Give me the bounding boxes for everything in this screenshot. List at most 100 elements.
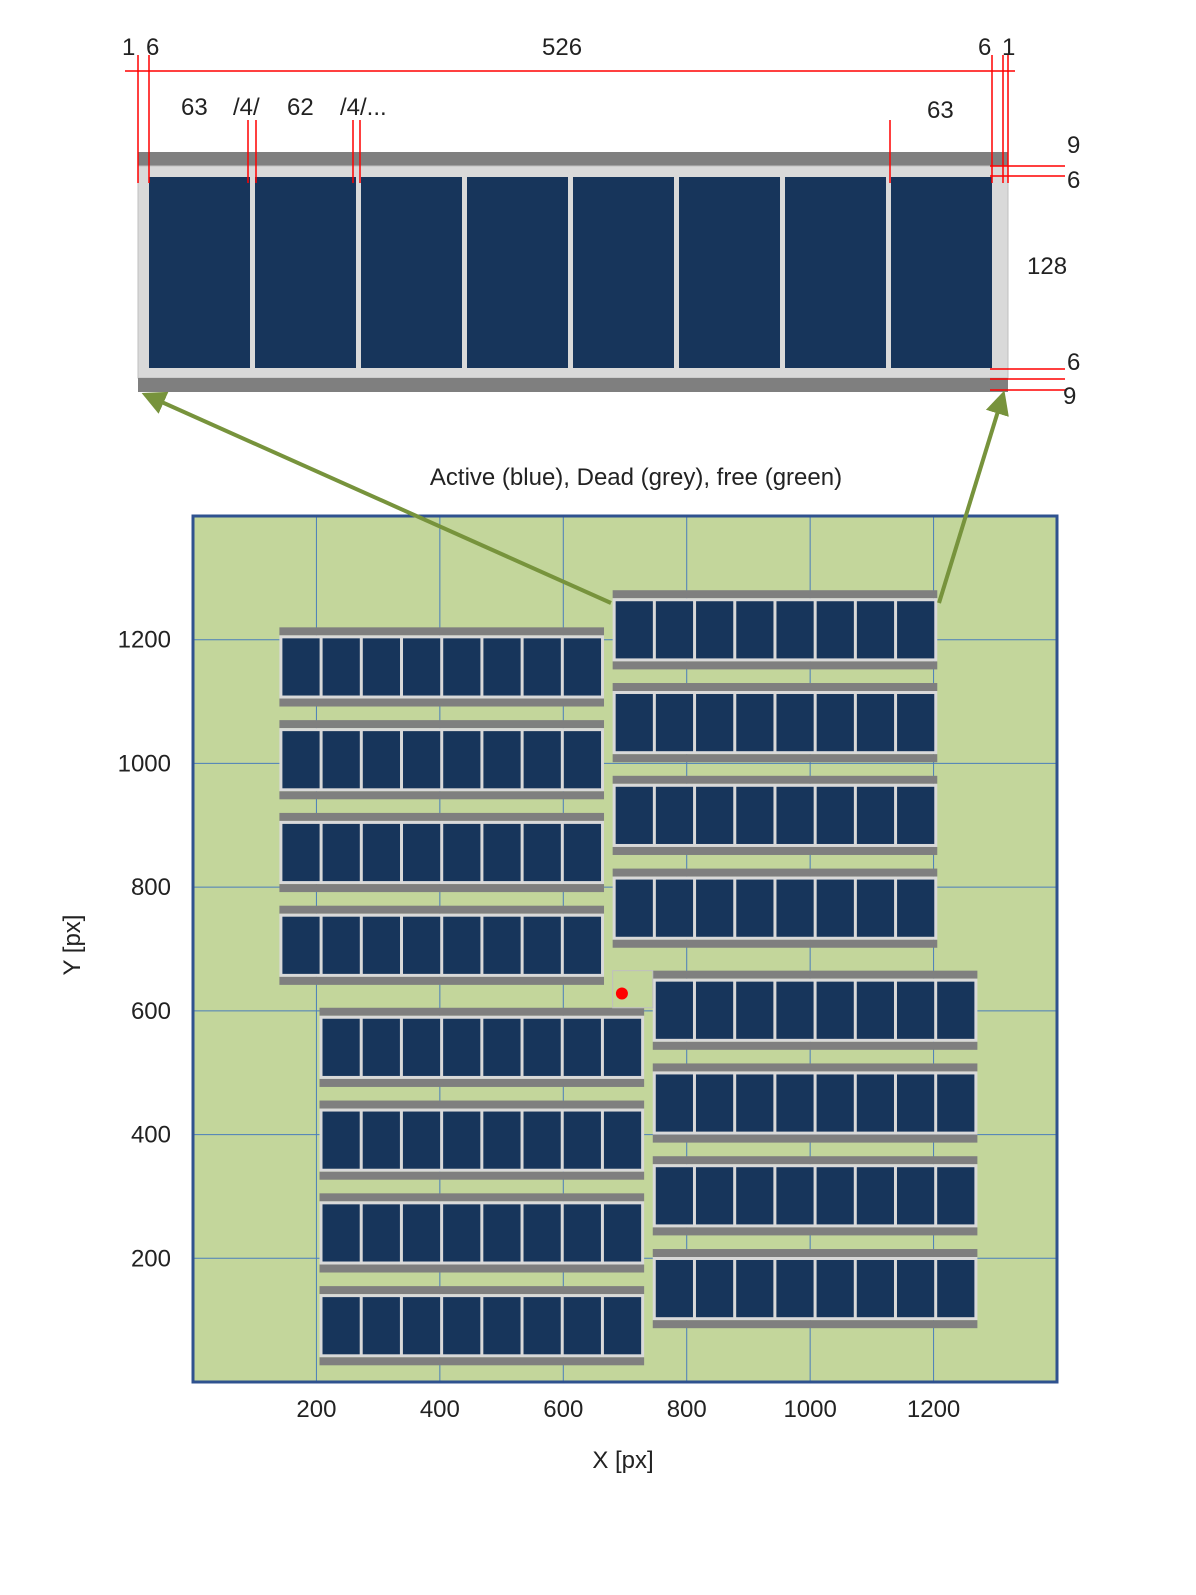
active-cell [362, 1204, 400, 1262]
active-cell [937, 1074, 975, 1132]
active-cell [816, 981, 854, 1039]
active-cell [402, 1297, 441, 1355]
active-cell [736, 1260, 774, 1318]
active-cell [443, 1204, 481, 1262]
dim-label: 6 [978, 34, 991, 61]
zoom-arrows [141, 390, 1009, 605]
dead-strip [652, 970, 978, 979]
dim-label: 1 [122, 34, 135, 61]
active-cell [443, 731, 481, 789]
active-cell [282, 823, 320, 882]
dead-strip [652, 1156, 978, 1165]
active-cell [362, 638, 401, 696]
arrow-right [937, 390, 1009, 604]
active-cell [937, 981, 975, 1039]
y-tick-label: 200 [131, 1245, 171, 1272]
active-cell [856, 694, 895, 752]
x-tick-label: 200 [296, 1396, 336, 1423]
dead-strip [319, 1286, 645, 1295]
active-cell [695, 1260, 734, 1318]
active-cell [362, 916, 401, 974]
active-cell [322, 1111, 360, 1169]
dead-strip [319, 1171, 645, 1180]
dead-strip [612, 683, 938, 692]
active-cell [696, 694, 734, 752]
active-cell [856, 601, 895, 659]
x-tick-label: 1200 [907, 1396, 960, 1423]
active-cell [776, 981, 814, 1039]
active-cell [282, 731, 320, 789]
dim-label: 526 [542, 34, 582, 61]
active-cell [563, 1204, 601, 1262]
dim-label: 6 [1067, 349, 1080, 376]
active-cell [655, 786, 694, 844]
active-cell [937, 1260, 975, 1318]
active-cell [776, 786, 814, 844]
dead-strip [612, 775, 938, 784]
active-cell [696, 601, 734, 659]
y-tick-label: 1000 [118, 750, 171, 777]
active-cell [736, 879, 774, 937]
active-cell [322, 638, 360, 696]
dead-strip [279, 976, 605, 985]
module-detail-dead-bottom [138, 378, 1008, 392]
active-cell [615, 879, 653, 937]
active-cell [816, 1167, 854, 1225]
active-cell [856, 1167, 894, 1225]
dim-label: 128 [1027, 253, 1067, 280]
active-cell [603, 1297, 642, 1355]
dead-strip [279, 698, 605, 707]
dead-strip [279, 884, 605, 893]
dim-label: 62 [287, 94, 314, 121]
dim-label: 63 [181, 94, 208, 121]
active-cell [563, 1297, 601, 1355]
dimension-lines [125, 55, 1065, 391]
active-cell [736, 981, 774, 1039]
dead-strip [652, 1249, 978, 1258]
solar-module [652, 970, 978, 1050]
active-cell [603, 1111, 642, 1169]
active-cell [736, 694, 774, 752]
active-cell [896, 1074, 935, 1132]
active-cell [603, 1018, 642, 1076]
active-cell [736, 786, 774, 844]
solar-module [612, 590, 938, 670]
x-tick-label: 800 [667, 1396, 707, 1423]
active-cell [615, 694, 653, 752]
active-cell [483, 1297, 521, 1355]
active-cell [523, 1204, 561, 1262]
active-cell [362, 1111, 400, 1169]
active-cell [776, 1167, 814, 1225]
y-tick-label: 800 [131, 874, 171, 901]
dead-strip [612, 754, 938, 763]
plot-border [191, 514, 1059, 1384]
dim-label: 6 [1067, 167, 1080, 194]
active-cell [322, 1204, 360, 1262]
active-cell [483, 823, 521, 882]
x-tick-label: 400 [420, 1396, 460, 1423]
active-cell [776, 879, 814, 937]
dead-strip [652, 1134, 978, 1143]
active-cell [443, 1297, 481, 1355]
active-cell [483, 916, 521, 974]
dead-strip [612, 846, 938, 855]
dim-label: 9 [1067, 132, 1080, 159]
active-cell [322, 823, 360, 882]
active-cell [483, 1018, 521, 1076]
solar-module [652, 1249, 978, 1329]
active-cell [816, 1260, 854, 1318]
solar-module [279, 627, 605, 707]
active-cell [816, 694, 854, 752]
dead-strip [612, 939, 938, 948]
active-cell [776, 1074, 814, 1132]
dead-strip [279, 627, 605, 636]
active-cell [403, 731, 441, 789]
module-layout [279, 590, 978, 1366]
active-cell [483, 731, 521, 789]
active-cell [856, 981, 894, 1039]
active-cell [695, 1167, 734, 1225]
active-cell [776, 601, 814, 659]
active-cell [816, 1074, 854, 1132]
solar-module [612, 683, 938, 763]
active-cell [897, 694, 935, 752]
